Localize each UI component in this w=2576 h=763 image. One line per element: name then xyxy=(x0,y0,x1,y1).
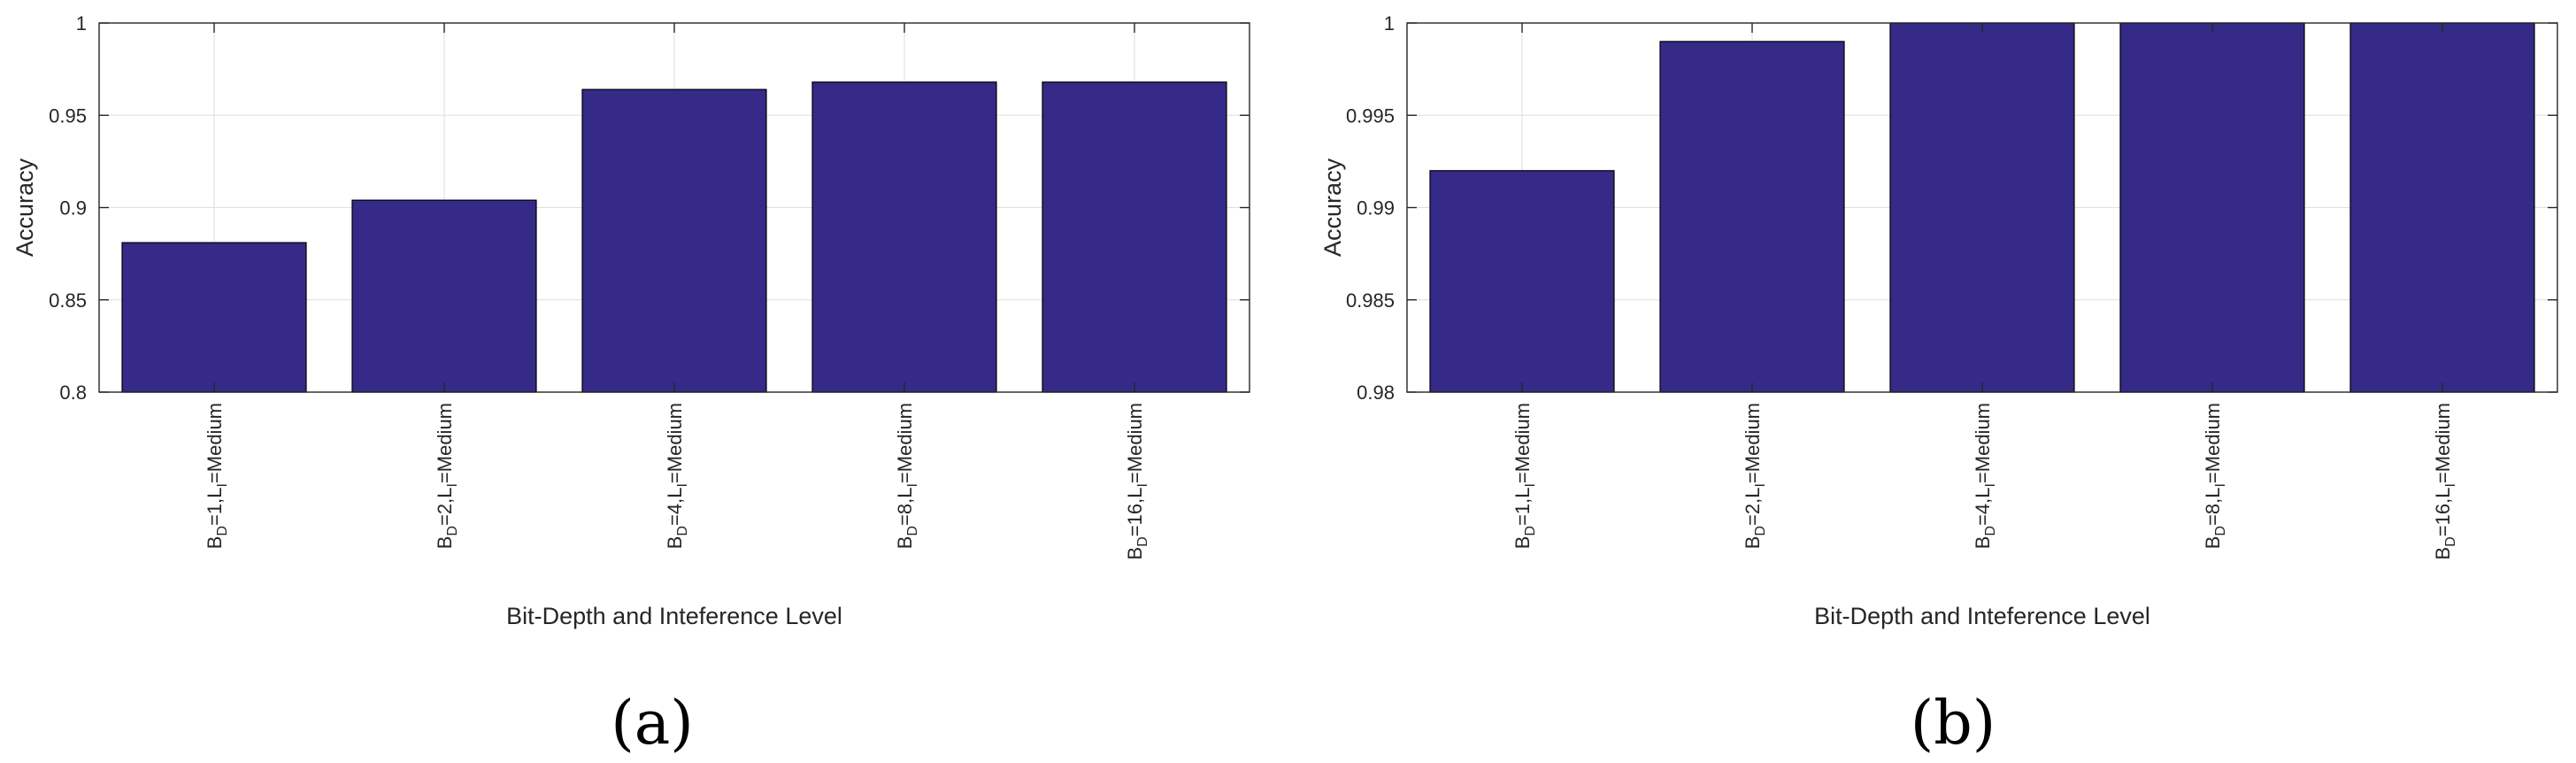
x-tick-label: BD=4,LI=Medium xyxy=(1972,403,1998,549)
bar-2 xyxy=(351,199,537,393)
y-tick-label: 0.99 xyxy=(1357,197,1395,220)
x-tick-label: BD=8,LI=Medium xyxy=(894,403,920,549)
x-axis-label: Bit-Depth and Inteference Level xyxy=(1814,603,2150,629)
x-tick-label: BD=16,LI=Medium xyxy=(1124,403,1150,559)
x-tick-label: BD=2,LI=Medium xyxy=(1742,403,1768,549)
bar-3 xyxy=(1889,22,2075,393)
x-tick-label: BD=8,LI=Medium xyxy=(2202,403,2228,549)
bar-5 xyxy=(1042,81,1227,393)
bar-4 xyxy=(2119,22,2305,393)
x-tick-label: BD=2,LI=Medium xyxy=(434,403,460,549)
x-tick-label: BD=1,LI=Medium xyxy=(204,403,230,549)
y-tick-label: 0.8 xyxy=(59,382,87,404)
bar-2 xyxy=(1659,41,1845,393)
x-tick-label: BD=4,LI=Medium xyxy=(664,403,690,549)
x-tick-label: BD=16,LI=Medium xyxy=(2432,403,2458,559)
y-tick-label: 0.995 xyxy=(1346,104,1395,127)
y-tick-label: 0.985 xyxy=(1346,289,1395,312)
x-axis-label: Bit-Depth and Inteference Level xyxy=(506,603,842,629)
chart-panel-2: 0.98 0.985 0.99 0.995 1 BD=1,LI=Medium BD=2,LI… xyxy=(1319,12,2558,759)
bar-3 xyxy=(581,89,767,393)
panel-label: (a) xyxy=(611,689,694,759)
y-tick-label: 0.98 xyxy=(1357,382,1395,404)
y-axis-label: Accuracy xyxy=(12,158,38,257)
bar-1 xyxy=(1429,170,1615,393)
panel-label: (b) xyxy=(1911,689,1996,759)
y-tick-label: 0.85 xyxy=(49,289,87,312)
bar-1 xyxy=(121,242,307,393)
y-tick-label: 0.9 xyxy=(59,197,87,220)
y-tick-label: 1 xyxy=(1384,12,1395,35)
x-tick-label: BD=1,LI=Medium xyxy=(1511,403,1538,549)
bar-4 xyxy=(811,81,997,393)
y-axis-label: Accuracy xyxy=(1319,158,1346,257)
bar-5 xyxy=(2349,22,2535,393)
y-tick-label: 0.95 xyxy=(49,104,87,127)
y-tick-label: 1 xyxy=(76,12,87,35)
chart-panel-1: 0.8 0.85 0.9 0.95 1 BD=1,LI=Medium BD=2,LI=Med… xyxy=(12,12,1250,759)
